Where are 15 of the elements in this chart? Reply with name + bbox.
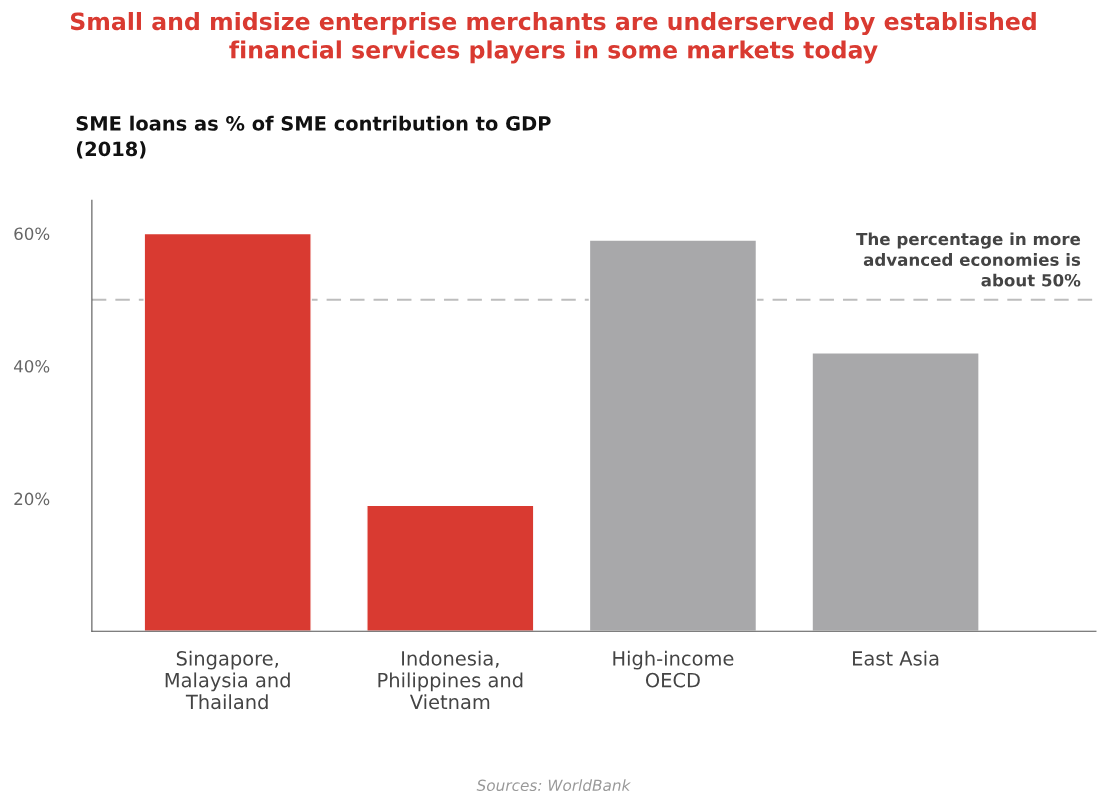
- chart-subtitle: SME loans as % of SME contribution to GDP (2018): [76, 115, 551, 159]
- x-tick-label: High-income OECD: [613, 650, 734, 688]
- bar: [143, 232, 312, 632]
- x-tick-label: East Asia: [853, 650, 939, 666]
- y-tick-label: 20%: [14, 492, 50, 506]
- bar: [811, 352, 980, 632]
- ref-line-label: The percentage in more advanced economies is about 50%: [856, 232, 1081, 287]
- y-tick-label: 40%: [13, 360, 50, 373]
- x-tick-label: Singapore, Malaysia and Thailand: [165, 650, 290, 710]
- y-tick-label: 60%: [14, 227, 50, 241]
- source-note: Sources: WorldBank: [476, 779, 631, 792]
- bar: [366, 504, 535, 632]
- bar: [588, 239, 758, 632]
- chart-title: Small and midsize enterprise merchants are underserved by established financial services players in some markets today: [70, 11, 1036, 64]
- x-tick-label: Indonesia, Philippines and Vietnam: [378, 650, 523, 710]
